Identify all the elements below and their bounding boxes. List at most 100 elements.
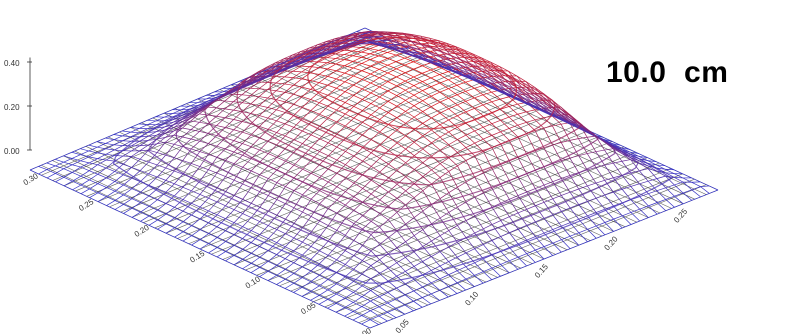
mesh-line — [80, 156, 90, 162]
mesh-line — [578, 136, 588, 139]
mesh-line — [191, 229, 201, 237]
mesh-line — [526, 119, 536, 123]
mesh-line — [457, 181, 467, 188]
mesh-line — [148, 176, 158, 186]
mesh-line — [422, 111, 432, 119]
mesh-line — [336, 121, 346, 127]
mesh-line — [208, 184, 218, 189]
mesh-line — [490, 61, 500, 67]
mesh-line — [216, 241, 226, 248]
mesh-line — [405, 251, 415, 258]
mesh-line — [214, 93, 224, 96]
mesh-line — [105, 139, 115, 144]
mesh-line — [327, 78, 337, 86]
mesh-line — [105, 159, 115, 162]
mesh-line — [174, 231, 184, 238]
mesh-line — [106, 181, 115, 188]
mesh-line — [301, 287, 311, 292]
mesh-line — [526, 253, 536, 263]
mesh-line — [285, 250, 295, 259]
mesh-line — [352, 50, 362, 53]
mesh-line — [225, 117, 234, 120]
mesh-line — [259, 225, 269, 235]
mesh-line — [509, 228, 519, 234]
mesh-line — [275, 83, 285, 92]
mesh-line — [396, 308, 405, 315]
mesh-line — [345, 117, 355, 127]
mesh-line — [131, 140, 140, 147]
mesh-line — [123, 198, 133, 205]
mesh-line — [405, 223, 415, 236]
mesh-line — [319, 164, 329, 170]
mesh-line — [302, 173, 312, 183]
mesh-line — [613, 215, 623, 220]
mesh-line — [445, 61, 456, 66]
mesh-line — [431, 112, 441, 119]
mesh-line — [242, 249, 252, 254]
y-tick-label: 0.20 — [602, 234, 619, 252]
mesh-line — [258, 89, 268, 97]
mesh-line — [174, 157, 183, 161]
mesh-line — [405, 204, 415, 218]
mesh-line — [509, 269, 519, 274]
mesh-line — [387, 298, 397, 304]
mesh-line — [396, 257, 406, 264]
mesh-line — [517, 228, 527, 241]
mesh-line — [284, 273, 294, 280]
mesh-line — [301, 99, 311, 108]
mesh-line — [130, 127, 140, 129]
mesh-line — [174, 236, 184, 242]
mesh-line — [216, 230, 226, 238]
mesh-line — [131, 207, 141, 213]
mesh-line — [156, 141, 166, 145]
mesh-line — [500, 120, 510, 129]
mesh-line — [483, 240, 493, 245]
mesh-line — [97, 148, 106, 154]
mesh-line — [327, 146, 338, 156]
mesh-line — [691, 186, 701, 191]
mesh-line — [327, 109, 337, 119]
mesh-line — [80, 144, 89, 150]
mesh-line — [345, 182, 355, 192]
mesh-line — [587, 151, 596, 154]
mesh-line — [387, 267, 397, 277]
mesh-line — [319, 274, 329, 280]
mesh-line — [165, 180, 175, 185]
mesh-line — [214, 88, 223, 93]
mesh-line — [157, 191, 167, 201]
mesh-line — [310, 295, 320, 301]
mesh-line — [259, 191, 269, 196]
mesh-line — [388, 124, 398, 131]
mesh-line — [122, 140, 132, 146]
mesh-line — [276, 112, 286, 122]
mesh-line — [259, 96, 268, 99]
mesh-line — [656, 164, 666, 167]
mesh-line — [198, 103, 207, 108]
mesh-line — [405, 266, 415, 272]
mesh-line — [140, 206, 150, 213]
mesh-line — [131, 202, 141, 209]
mesh-line — [191, 163, 200, 167]
mesh-line — [474, 108, 484, 117]
mesh-line — [388, 205, 398, 213]
mesh-line — [378, 306, 388, 313]
mesh-line — [456, 76, 466, 83]
mesh-line — [319, 117, 329, 127]
mesh-line — [429, 37, 439, 41]
mesh-line — [370, 300, 380, 308]
mesh-line — [491, 240, 501, 252]
mesh-line — [291, 51, 301, 56]
mesh-line — [526, 173, 536, 189]
mesh-line — [370, 244, 380, 252]
mesh-line — [361, 310, 371, 316]
mesh-line — [216, 145, 226, 150]
mesh-line — [319, 91, 328, 96]
mesh-line — [370, 296, 380, 302]
mesh-line — [465, 266, 475, 276]
mesh-line — [499, 66, 509, 72]
mesh-line — [216, 172, 226, 177]
mesh-line — [123, 208, 133, 214]
mesh-line — [165, 130, 175, 138]
mesh-line — [404, 294, 414, 302]
mesh-line — [257, 70, 267, 76]
